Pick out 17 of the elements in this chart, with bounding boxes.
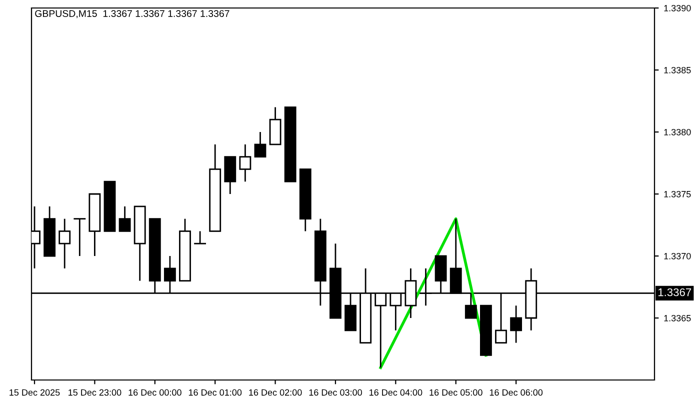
x-tick-label: 16 Dec 05:00 [430,389,482,396]
y-tick-label: 1.3385 [664,66,691,74]
x-tick-label: 16 Dec 06:00 [490,389,543,396]
x-tick-label: 16 Dec 03:00 [309,389,362,396]
x-tick-label: 15 Dec 2025 [10,389,60,396]
y-tick-label: 1.3390 [664,4,691,12]
chart-title: GBPUSD,M15 1.3367 1.3367 1.3367 1.3367 [35,10,230,18]
y-tick-label: 1.3365 [664,314,691,322]
ref-line-label: 1.3367 [658,288,692,296]
y-tick-label: 1.3370 [664,252,691,260]
x-tick-label: 16 Dec 04:00 [370,389,422,396]
x-tick-label: 15 Dec 23:00 [68,389,122,396]
y-tick-label: 1.3375 [664,190,691,198]
y-tick-label: 1.3380 [664,128,691,136]
x-tick-label: 16 Dec 00:00 [128,389,182,396]
x-tick-label: 16 Dec 02:00 [249,389,302,396]
x-tick-label: 16 Dec 01:00 [188,389,242,396]
